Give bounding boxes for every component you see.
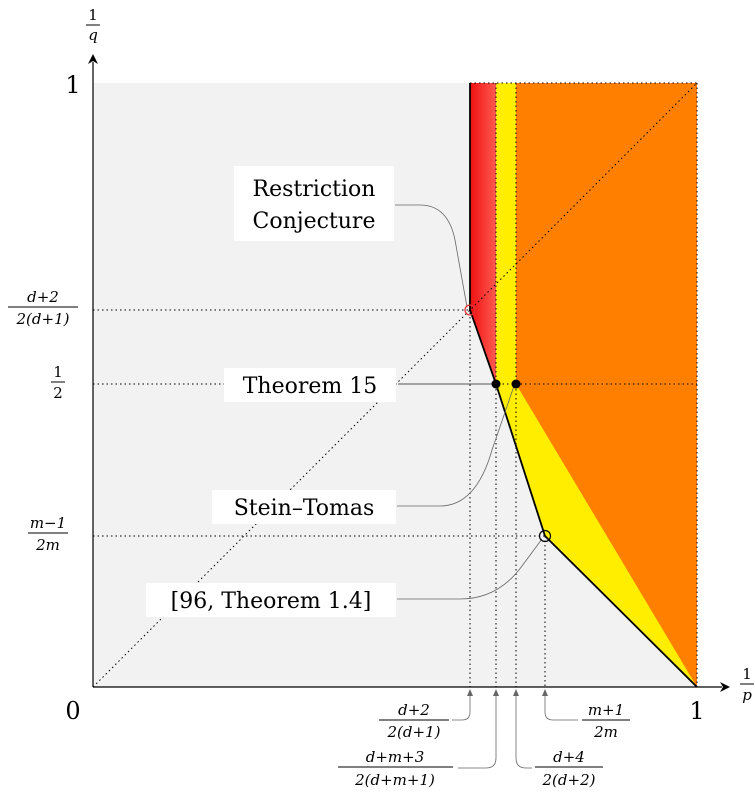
stein-tomas-point — [511, 379, 521, 389]
y-tick-m-den: 2m — [35, 536, 60, 554]
restriction-callout-connector — [395, 204, 468, 308]
x-tick-restriction-connector — [452, 692, 471, 721]
diagonal-line — [92, 82, 698, 688]
origin-label: 0 — [65, 697, 80, 725]
restriction-callout-line2: Conjecture — [253, 209, 376, 234]
y-one-label: 1 — [65, 71, 80, 99]
x-tick-dm-num: d+m+3 — [366, 748, 425, 766]
x-tick-dm-den: 2(d+m+1) — [354, 771, 435, 789]
x-tick-d4-num: d+4 — [553, 748, 585, 766]
x-tick-m: m+1 2m — [542, 689, 630, 741]
y-axis-arrow — [88, 54, 98, 64]
x-tick-dm-connector — [458, 692, 497, 769]
x-tick-restriction-den: 2(d+1) — [387, 723, 441, 741]
x-axis-arrow — [720, 682, 730, 692]
x-tick-m-den: 2m — [593, 723, 618, 741]
restriction-open-point — [464, 304, 476, 316]
stein-tomas-callout-connector — [397, 385, 515, 507]
y-tick-half-num: 1 — [53, 363, 63, 381]
theorem15-callout-text: Theorem 15 — [243, 374, 378, 399]
x-tick-restriction: d+2 2(d+1) — [379, 689, 473, 741]
stein-tomas-callout-box — [212, 490, 396, 524]
x-tick-dm: d+m+3 2(d+m+1) — [338, 689, 499, 789]
theorem14-callout-box — [146, 583, 396, 617]
x-one-label: 1 — [689, 697, 704, 725]
restriction-callout-line1: Restriction — [253, 177, 376, 202]
y-tick-half: 1 2 — [51, 363, 65, 402]
x-tick-m-connector — [544, 692, 578, 721]
theorem14-open-point — [538, 529, 552, 543]
x-axis-label-num: 1 — [742, 665, 752, 683]
y-tick-m: m−1 2m — [28, 514, 68, 554]
x-axis-label-den: p — [742, 686, 752, 704]
x-tick-d4-den: 2(d+2) — [542, 771, 596, 789]
stein-tomas-callout-text: Stein–Tomas — [234, 496, 375, 521]
x-tick-d4-connector — [515, 692, 532, 769]
x-tick-d4-arrow — [513, 689, 519, 696]
x-tick-dm-arrow — [493, 689, 499, 696]
y-tick-restriction-den: 2(d+1) — [16, 310, 70, 328]
red-region — [470, 83, 496, 384]
y-axis-label-den: q — [88, 26, 98, 44]
x-tick-d4: d+4 2(d+2) — [513, 689, 603, 789]
theorem14-callout-connector — [397, 538, 543, 600]
y-tick-m-num: m−1 — [30, 514, 66, 532]
restriction-callout-box — [234, 166, 394, 241]
orange-region-top — [516, 83, 697, 384]
y-tick-half-den: 2 — [53, 384, 63, 402]
y-axis-label-num: 1 — [88, 6, 98, 24]
theorem14-callout-text: [96, Theorem 1.4] — [171, 589, 372, 614]
theorem15-point — [491, 379, 501, 389]
x-tick-m-arrow — [542, 689, 548, 696]
orange-region-lower — [516, 384, 697, 687]
y-tick-restriction: d+2 2(d+1) — [8, 288, 78, 328]
x-tick-m-num: m+1 — [588, 701, 624, 719]
x-tick-restriction-num: d+2 — [398, 701, 430, 719]
x-tick-restriction-arrow — [467, 689, 473, 696]
y-tick-restriction-num: d+2 — [27, 288, 59, 306]
theorem15-callout-box — [224, 368, 396, 402]
